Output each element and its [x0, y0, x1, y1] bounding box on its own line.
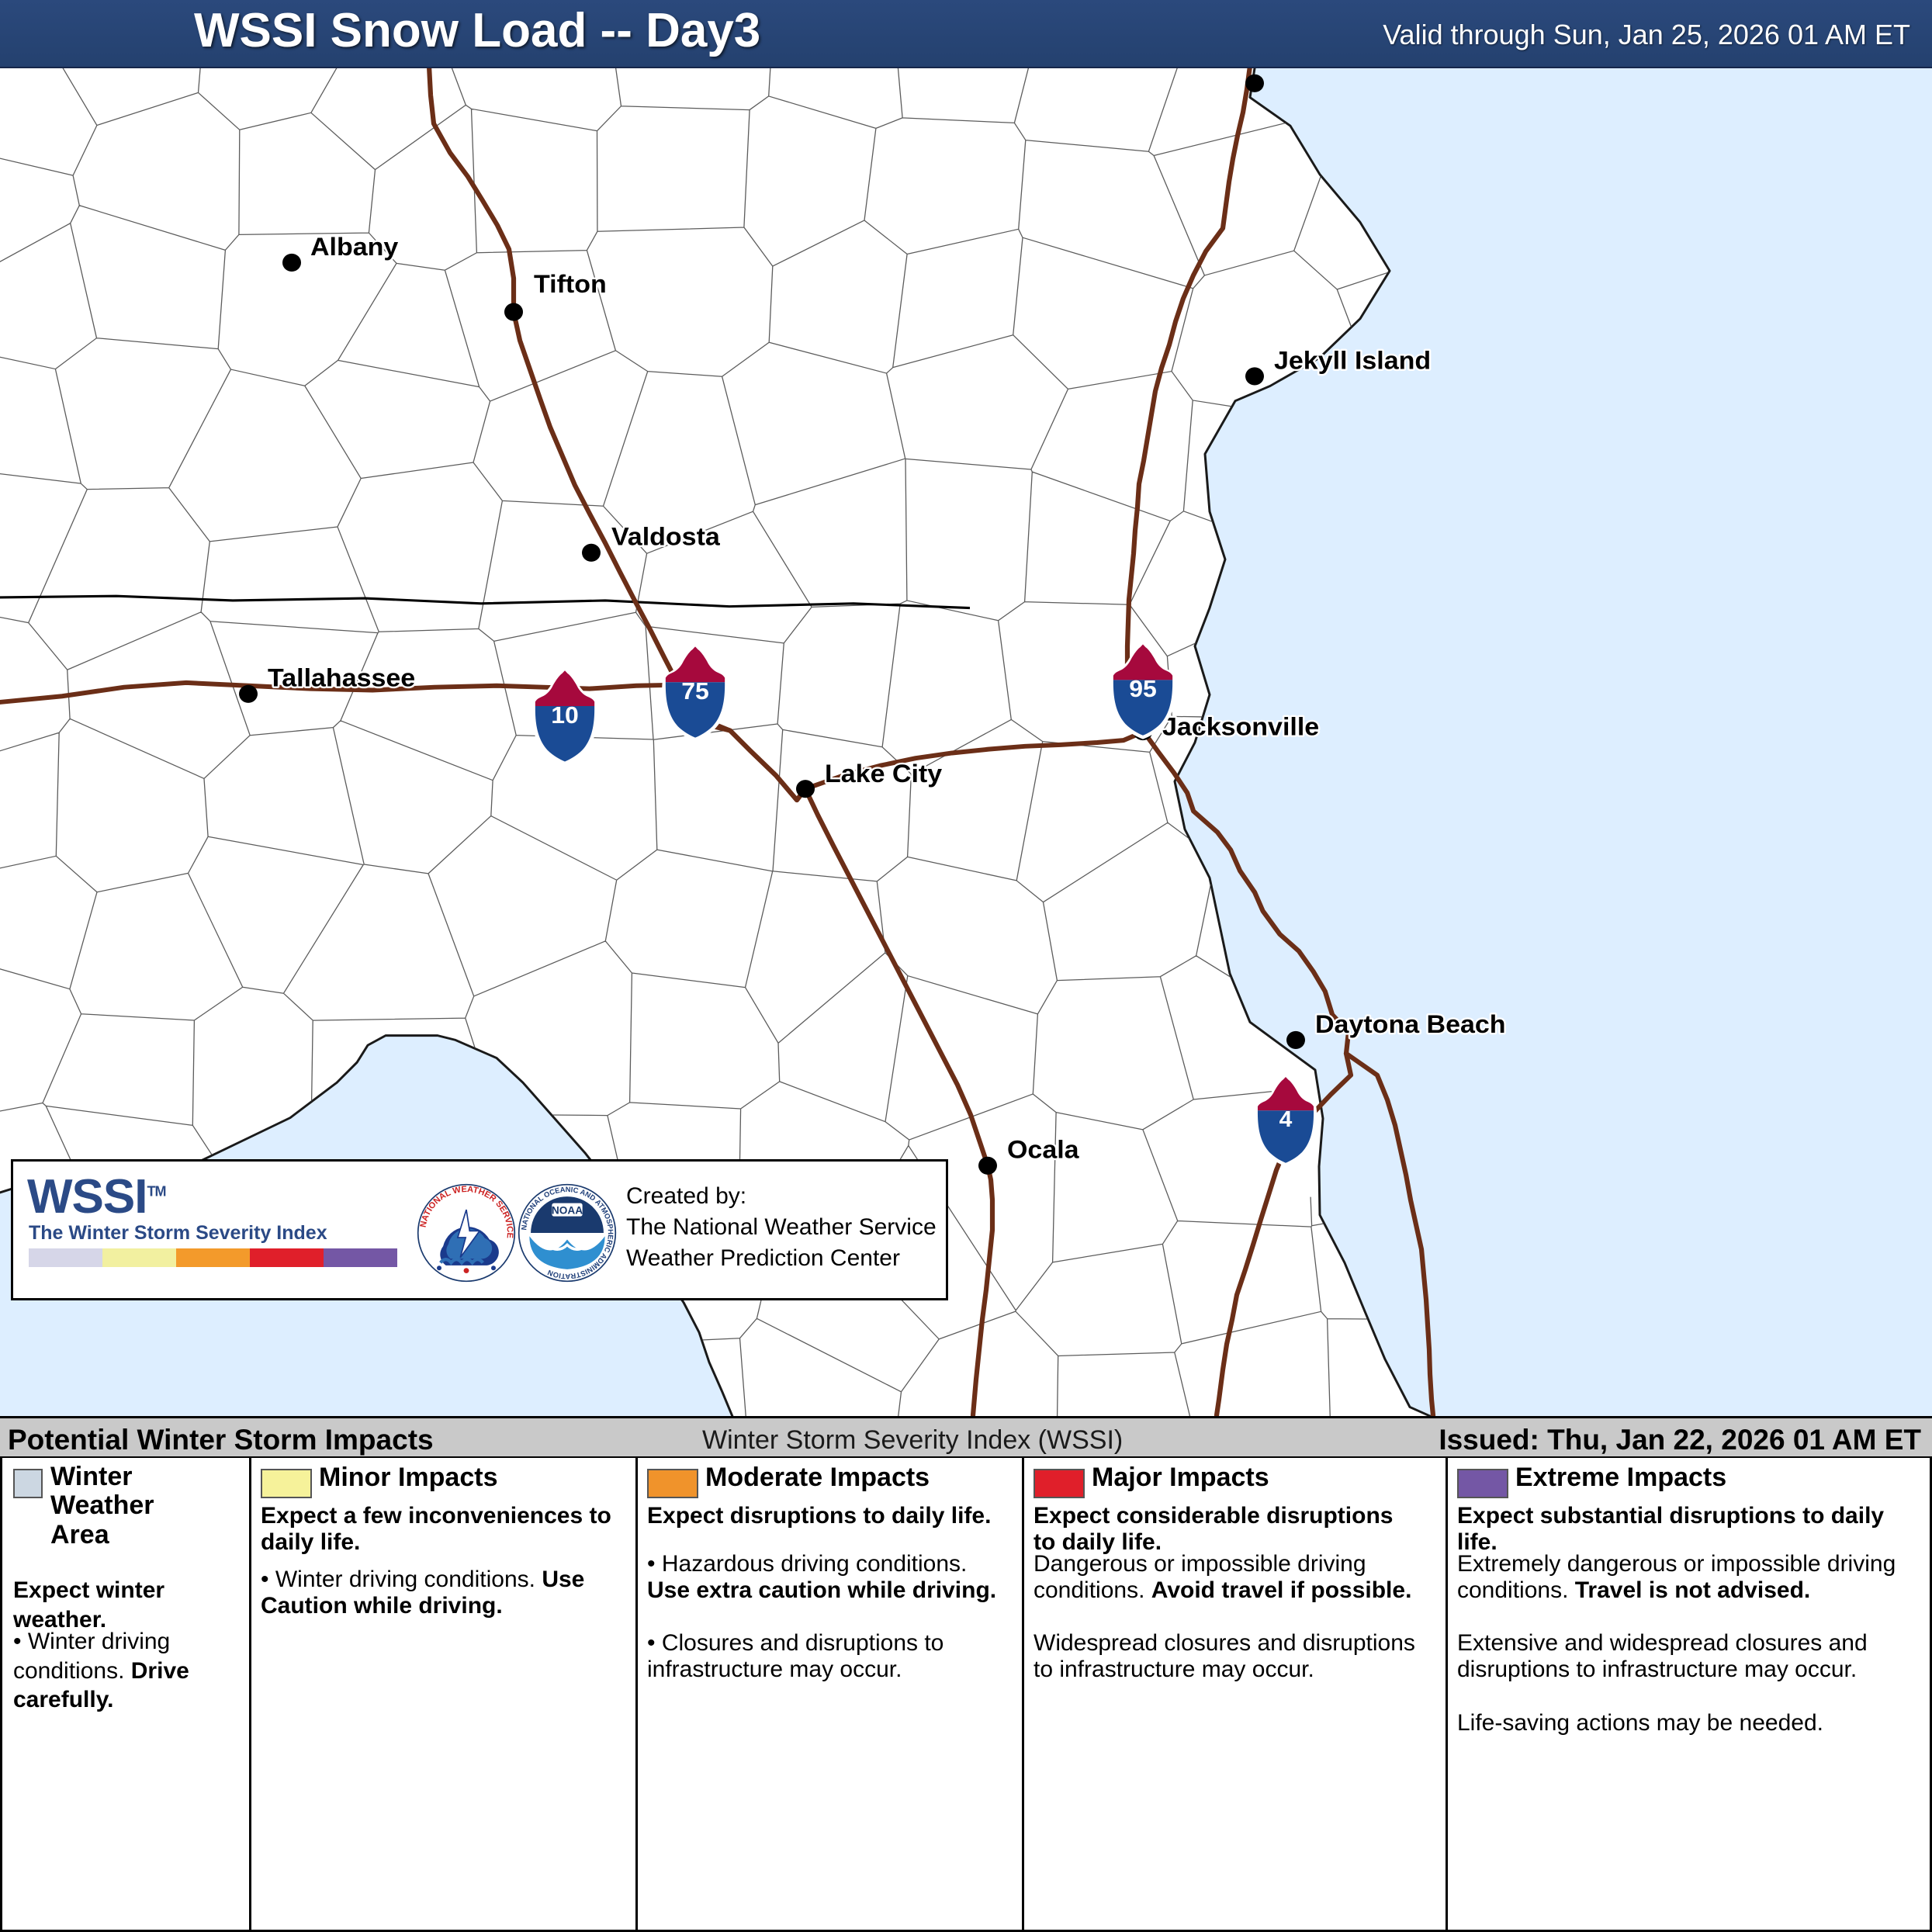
- svg-text:Albany: Albany: [310, 233, 399, 261]
- svg-text:75: 75: [681, 678, 709, 705]
- svg-text:NOAA: NOAA: [552, 1204, 583, 1216]
- svg-text:Tallahassee: Tallahassee: [268, 664, 415, 692]
- svg-text:Jacksonville: Jacksonville: [1162, 713, 1319, 741]
- svg-text:10: 10: [551, 701, 579, 728]
- svg-text:4: 4: [1279, 1107, 1293, 1132]
- svg-text:Tifton: Tifton: [534, 271, 607, 299]
- svg-text:Lake City: Lake City: [825, 760, 943, 788]
- svg-text:Jekyll Island: Jekyll Island: [1274, 347, 1431, 375]
- svg-text:Valdosta: Valdosta: [611, 523, 720, 551]
- svg-text:Daytona Beach: Daytona Beach: [1315, 1010, 1506, 1038]
- svg-text:Ocala: Ocala: [1007, 1136, 1079, 1164]
- svg-text:95: 95: [1129, 676, 1157, 702]
